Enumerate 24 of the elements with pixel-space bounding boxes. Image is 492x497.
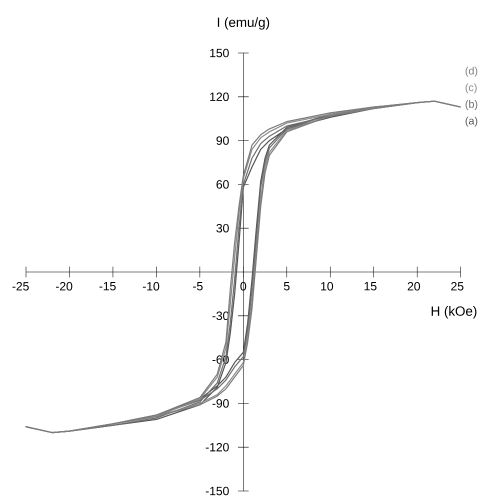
- x-tick-label: -20: [56, 282, 72, 291]
- series-label: (a): [466, 116, 478, 127]
- x-tick-label: -25: [12, 282, 29, 291]
- x-tick-label: 5: [284, 282, 290, 290]
- x-tick-label: 10: [321, 282, 334, 291]
- y-tick-label: 150: [210, 48, 229, 58]
- y-tick-label: -120: [206, 442, 229, 452]
- y-tick-label: -90: [212, 399, 229, 408]
- x-axis-title: H (kOe): [432, 306, 476, 318]
- y-tick-label: 30: [216, 224, 229, 232]
- y-tick-label: 90: [216, 136, 229, 145]
- series-label: (b): [466, 100, 478, 110]
- series-label: (c): [466, 83, 477, 94]
- text: (d): [466, 66, 478, 77]
- y-tick-label: 120: [210, 92, 229, 102]
- x-tick-label: 25: [451, 282, 464, 291]
- y-axis-title: I (emu/g): [218, 17, 270, 30]
- x-tick-label: 15: [364, 282, 377, 290]
- x-tick-label: -10: [142, 282, 160, 291]
- y-tick-label: 60: [216, 180, 229, 189]
- x-tick-label: -5: [193, 282, 203, 290]
- x-tick-label: -15: [99, 282, 116, 290]
- x-tick-label: 20: [408, 282, 420, 291]
- y-tick-label: -150: [206, 486, 229, 496]
